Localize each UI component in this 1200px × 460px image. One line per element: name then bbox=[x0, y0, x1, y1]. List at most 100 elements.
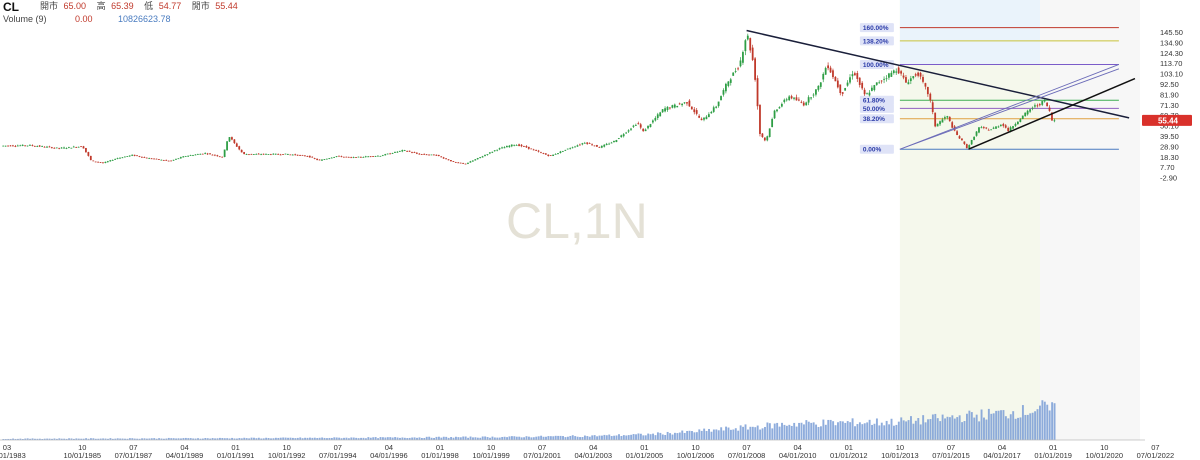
candle-body bbox=[1024, 112, 1027, 117]
candle-body bbox=[868, 92, 871, 96]
volume-bar bbox=[588, 436, 591, 440]
candle-body bbox=[1009, 127, 1012, 132]
high-label: 高 bbox=[97, 0, 106, 11]
volume-bar bbox=[63, 438, 66, 440]
volume-bar bbox=[700, 430, 703, 440]
trendline[interactable] bbox=[746, 29, 1130, 119]
candle-body bbox=[396, 151, 399, 153]
volume-bar bbox=[963, 421, 966, 440]
time-tick-top: 07 bbox=[538, 443, 546, 452]
candle-body bbox=[644, 129, 647, 132]
candle-body bbox=[907, 82, 910, 85]
candle-body bbox=[1002, 124, 1005, 126]
candle-body bbox=[649, 124, 652, 128]
candle-body bbox=[123, 156, 126, 158]
candle-body bbox=[800, 101, 803, 103]
volume-bar bbox=[430, 437, 433, 440]
candle-body bbox=[978, 127, 980, 133]
volume-bar bbox=[812, 422, 815, 440]
candle-body bbox=[939, 121, 941, 125]
volume-bar bbox=[613, 435, 616, 440]
candle-body bbox=[445, 158, 447, 160]
volume-bar bbox=[751, 426, 754, 440]
volume-bar bbox=[530, 437, 533, 440]
candle-body bbox=[291, 154, 294, 156]
volume-bar bbox=[2, 439, 5, 440]
candle-body bbox=[496, 149, 499, 151]
time-tick-bottom: 10/01/1992 bbox=[268, 451, 306, 460]
candle-body bbox=[829, 67, 832, 73]
candle-body bbox=[941, 119, 944, 123]
volume-bar bbox=[53, 438, 56, 440]
chart-header: CL 開市 65.00 高 65.39 低 54.77 閒市 55.44 Vol… bbox=[3, 0, 238, 24]
volume-bar bbox=[968, 410, 971, 440]
candle-body bbox=[917, 72, 920, 76]
candle-body bbox=[905, 77, 907, 83]
time-tick-top: 04 bbox=[589, 443, 597, 452]
candle-body bbox=[846, 82, 849, 86]
volume-bar bbox=[744, 424, 747, 440]
candle-body bbox=[94, 161, 97, 163]
candle-body bbox=[858, 77, 861, 85]
candle-body bbox=[226, 141, 228, 151]
candle-body bbox=[596, 145, 598, 147]
candle-body bbox=[192, 155, 194, 157]
svg-text:0.00: 0.00 bbox=[75, 14, 93, 24]
candle-body bbox=[1038, 104, 1041, 106]
candle-body bbox=[771, 119, 774, 128]
volume-bar bbox=[995, 410, 998, 440]
candle-body bbox=[520, 144, 523, 147]
volume-bar bbox=[277, 437, 280, 440]
candle-body bbox=[615, 140, 618, 143]
volume-bar bbox=[824, 424, 827, 440]
candle-body bbox=[4, 145, 7, 147]
candle-body bbox=[89, 155, 92, 161]
candle-body bbox=[316, 158, 318, 160]
volume-bar bbox=[238, 438, 241, 440]
volume-bar bbox=[148, 438, 151, 440]
candle-body bbox=[471, 160, 474, 162]
volume-bar bbox=[189, 438, 192, 440]
volume-bar bbox=[644, 435, 647, 440]
volume-bar bbox=[790, 425, 793, 440]
candle-body bbox=[187, 155, 190, 157]
volume-bar bbox=[374, 437, 377, 440]
volume-bar bbox=[107, 438, 109, 440]
volume-bar bbox=[418, 437, 421, 440]
candle-body bbox=[318, 159, 321, 161]
channel-line[interactable] bbox=[899, 64, 1120, 150]
trendline[interactable] bbox=[968, 77, 1136, 150]
candle-body bbox=[844, 88, 847, 91]
volume-bar bbox=[12, 438, 15, 440]
volume-bar bbox=[727, 427, 730, 440]
volume-bar bbox=[924, 422, 927, 440]
volume-bar bbox=[939, 421, 942, 440]
volume-bar bbox=[929, 419, 932, 440]
volume-bar bbox=[70, 438, 73, 440]
volume-bar bbox=[153, 438, 156, 440]
volume-bar bbox=[917, 418, 920, 440]
candle-body bbox=[131, 154, 134, 156]
candle-body bbox=[355, 157, 357, 158]
volume-bar bbox=[192, 438, 195, 440]
volume-bar bbox=[343, 437, 345, 440]
time-tick-top: 10 bbox=[78, 443, 86, 452]
time-axis[interactable]: 0303/01/19831010/01/19850707/01/19870404… bbox=[0, 443, 1174, 460]
volume-bar bbox=[861, 424, 864, 440]
volume-bar bbox=[708, 428, 710, 440]
candle-body bbox=[328, 158, 331, 159]
volume-bar bbox=[340, 438, 343, 440]
volume-bar bbox=[576, 436, 579, 440]
trendline[interactable] bbox=[899, 68, 1120, 150]
candle-body bbox=[362, 156, 365, 158]
candle-body bbox=[389, 153, 391, 155]
candle-body bbox=[394, 151, 396, 153]
volume-bar bbox=[177, 438, 180, 440]
volume-bar bbox=[854, 426, 856, 440]
candle-body bbox=[97, 161, 99, 163]
candle-body bbox=[379, 155, 382, 157]
volume-bar bbox=[897, 421, 900, 440]
candle-body bbox=[737, 68, 739, 70]
volume-bar bbox=[983, 417, 985, 440]
